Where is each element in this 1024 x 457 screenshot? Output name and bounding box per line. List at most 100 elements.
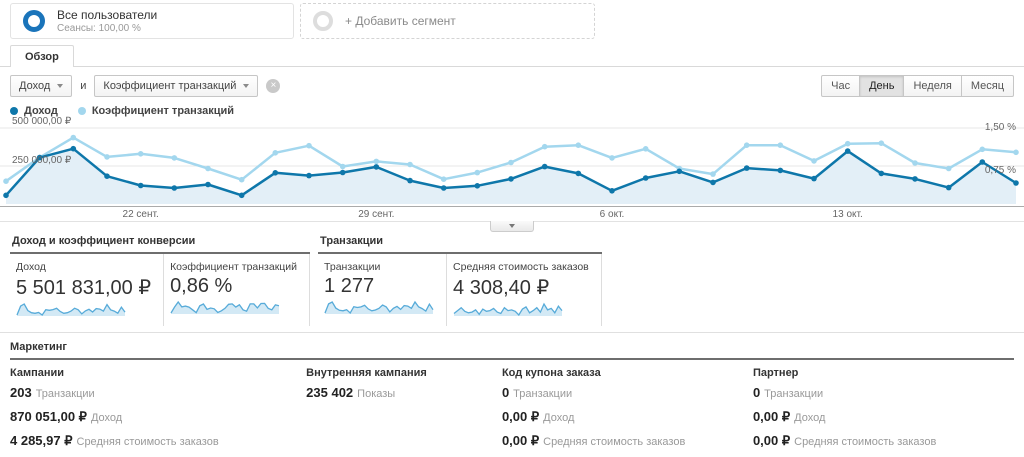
segment-all-users[interactable]: Все пользователи Сеансы: 100,00 % [10, 3, 294, 39]
metric-row[interactable]: 0,00 ₽ Доход [502, 409, 753, 426]
granularity-day-button[interactable]: День [860, 75, 905, 97]
sparkline-transactions [324, 300, 434, 315]
sparkline-avg-order-value [453, 302, 563, 317]
segments-bar: Все пользователи Сеансы: 100,00 % + Доба… [0, 0, 1024, 39]
metric-value: 4 285,97 ₽ [10, 433, 73, 448]
metric-row[interactable]: 870 051,00 ₽ Доход [10, 409, 306, 426]
legend-item-revenue[interactable]: Доход [10, 105, 58, 117]
marketing-column-header: Партнер [752, 367, 799, 379]
metric-value: 0,00 ₽ [752, 409, 791, 424]
scorecard-value: 0,86 % [170, 275, 233, 297]
marketing-column-campaigns: Кампании 203 Транзакции 870 051,00 ₽ Доход… [10, 367, 306, 457]
scorecard-label: Транзакции [324, 261, 381, 273]
marketing-column-coupon-code: Код купона заказа 0 Транзакции 0,00 ₽ Дохо… [502, 367, 753, 457]
clear-metric-icon[interactable]: × [266, 79, 281, 93]
metric-label: Средняя стоимость заказов [76, 436, 219, 448]
scorecard-value: 4 308,40 ₽ [453, 277, 550, 299]
legend-label: Коэффициент транзакций [91, 105, 235, 117]
chevron-down-icon [57, 84, 64, 88]
scorecard-label: Доход [16, 261, 46, 273]
scorecard-transaction-rate[interactable]: Коэффициент транзакций 0,86 % [164, 254, 311, 326]
scorecard-avg-order-value[interactable]: Средняя стоимость заказов 4 308,40 ₽ [447, 254, 602, 326]
granularity-button-group: Час День Неделя Месяц [821, 75, 1014, 97]
chevron-down-icon [509, 224, 515, 228]
granularity-week-button[interactable]: Неделя [904, 75, 962, 97]
scorecard-group-transactions: Транзакции Транзакции 1 277 Средняя стои… [318, 232, 602, 326]
metric-row[interactable]: 203 Транзакции [10, 385, 306, 402]
scorecards-section: Доход и коэффициент конверсии Доход 5 50… [0, 232, 1024, 326]
metric-row[interactable]: 0 Транзакции [753, 385, 1014, 402]
metric-label: Показы [357, 388, 396, 400]
metric-value: 0 [752, 385, 761, 400]
scorecard-revenue[interactable]: Доход 5 501 831,00 ₽ [10, 254, 165, 326]
granularity-month-button[interactable]: Месяц [961, 75, 1014, 97]
x-axis-label: 22 сент. [122, 209, 159, 220]
scorecard-label: Коэффициент транзакций [170, 261, 298, 273]
scorecard-transactions[interactable]: Транзакции 1 277 [318, 254, 448, 326]
legend-item-coefficient[interactable]: Коэффициент транзакций [77, 105, 235, 117]
marketing-column-header: Кампании [10, 367, 65, 379]
granularity-hour-button[interactable]: Час [821, 75, 861, 97]
metric-value: 0,00 ₽ [501, 433, 540, 448]
metric-value: 0,00 ₽ [752, 433, 791, 448]
segment-title: Все пользователи [57, 8, 158, 22]
legend-dot-coefficient-icon [77, 107, 86, 115]
metric-row[interactable]: 235 402 Показы [306, 385, 502, 402]
scorecard-group-revenue-conversion: Доход и коэффициент конверсии Доход 5 50… [10, 232, 311, 326]
metric1-label: Доход [19, 80, 51, 92]
metric-row[interactable]: 0,00 ₽ Доход [753, 409, 1014, 426]
metric-row[interactable]: 0,00 ₽ Средняя стоимость заказов [753, 433, 1014, 450]
metric-row[interactable]: 0,00 ₽ Средняя стоимость заказов [502, 433, 753, 450]
x-axis-label: 13 окт. [832, 209, 863, 220]
chart-legend: Доход Коэффициент транзакций [0, 102, 1024, 118]
add-segment-button[interactable]: + Добавить сегмент [300, 3, 595, 39]
metric-label: Транзакции [513, 388, 573, 400]
add-segment-label: + Добавить сегмент [345, 14, 456, 28]
metric-value: 235 402 [306, 385, 354, 400]
segment-subtitle: Сеансы: 100,00 % [57, 23, 141, 34]
x-axis-label: 29 сент. [358, 209, 395, 220]
marketing-column-header: Код купона заказа [501, 367, 601, 379]
marketing-column-partner: Партнер 0 Транзакции 0,00 ₽ Доход 0,00 ₽ Ср… [753, 367, 1014, 457]
metric-label: Средняя стоимость заказов [543, 436, 686, 448]
tab-strip: Обзор [0, 44, 1024, 67]
metric-conjunction: и [80, 80, 87, 92]
metric2-label: Коэффициент транзакций [103, 80, 237, 92]
tab-overview[interactable]: Обзор [10, 45, 74, 67]
metric-label: Доход [794, 412, 826, 424]
metric-label: Средняя стоимость заказов [794, 436, 937, 448]
marketing-column-internal-campaign: Внутренняя кампания 235 402 Показы [306, 367, 502, 457]
scorecard-label: Средняя стоимость заказов [453, 261, 589, 273]
legend-label: Доход [24, 105, 58, 117]
metric-value: 870 051,00 ₽ [10, 409, 87, 424]
metric-value: 203 [10, 385, 32, 400]
expand-chart-tab[interactable] [490, 221, 534, 232]
marketing-title: Маркетинг [10, 337, 1014, 360]
timeseries-svg [0, 127, 1024, 204]
section-divider [0, 332, 1024, 333]
segment-donut-icon [23, 10, 45, 32]
metric1-dropdown[interactable]: Доход [10, 75, 73, 97]
timeseries-chart[interactable]: 500 000,00 ₽ 250 000,00 ₽ 1,50 % 0,75 % [0, 116, 1024, 206]
marketing-section: Маркетинг Кампании 203 Транзакции 870 051… [0, 333, 1024, 457]
scorecard-group-title: Доход и коэффициент конверсии [10, 232, 311, 254]
scorecard-value: 1 277 [324, 275, 375, 297]
x-axis-label: 6 окт. [599, 209, 625, 220]
chevron-down-icon [243, 84, 250, 88]
sparkline-revenue [16, 303, 126, 316]
metric-row[interactable]: 4 285,97 ₽ Средняя стоимость заказов [10, 433, 306, 450]
marketing-column-header: Внутренняя кампания [306, 367, 427, 379]
metric2-dropdown[interactable]: Коэффициент транзакций [94, 75, 259, 97]
scorecard-value: 5 501 831,00 ₽ [16, 277, 152, 299]
x-axis: 22 сент. 29 сент. 6 окт. 13 окт. [0, 206, 1024, 232]
metric-label: Транзакции [764, 388, 824, 400]
legend-dot-revenue-icon [10, 107, 18, 115]
metric-row[interactable]: 0 Транзакции [502, 385, 753, 402]
metric-label: Транзакции [35, 388, 95, 400]
metric-label: Доход [90, 412, 123, 424]
sparkline-transaction-rate [170, 300, 280, 314]
scorecard-group-title: Транзакции [318, 232, 602, 254]
segment-donut-gray-icon [313, 11, 333, 31]
metric-label: Доход [543, 412, 575, 424]
chart-controls: Доход и Коэффициент транзакций × Час Ден… [0, 67, 1024, 102]
